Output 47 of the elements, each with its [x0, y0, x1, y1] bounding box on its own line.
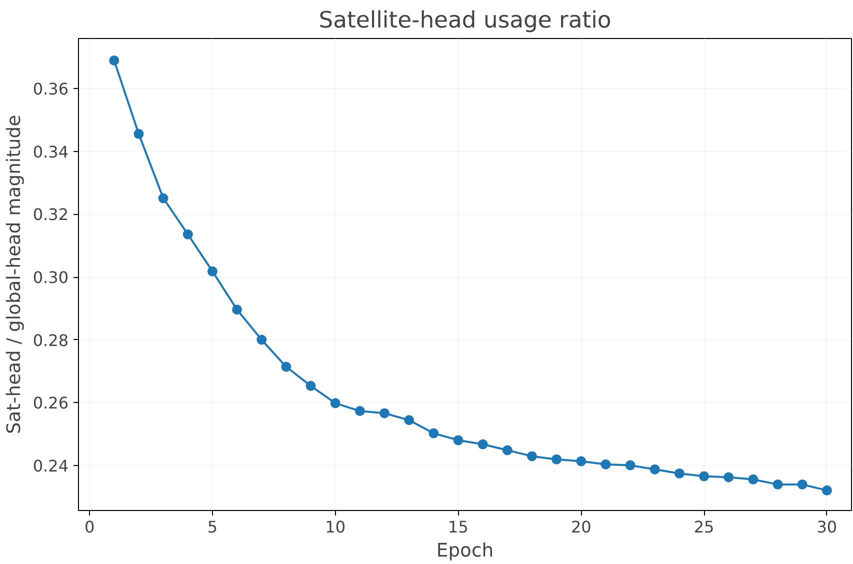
point — [526, 451, 537, 462]
x-tick-label: 25 — [694, 518, 714, 536]
point — [552, 454, 562, 464]
y-tick-label: 0.36 — [32, 80, 68, 99]
point — [281, 362, 292, 372]
point — [600, 459, 611, 470]
point — [502, 445, 512, 456]
point — [650, 464, 660, 474]
x-tick-label: 30 — [816, 518, 838, 536]
point — [134, 128, 144, 139]
point — [330, 398, 340, 408]
x-axis-title: Epoch — [436, 540, 494, 562]
point — [822, 485, 832, 496]
x-tick-label: 0 — [84, 518, 95, 536]
point — [182, 229, 193, 240]
point — [453, 435, 464, 446]
point — [232, 304, 242, 315]
y-tick-label: 0.26 — [32, 394, 68, 413]
point — [109, 55, 120, 66]
point — [478, 439, 488, 450]
chart-title: Satellite-head usage ratio — [318, 8, 612, 34]
point — [674, 468, 684, 478]
point — [576, 456, 586, 466]
y-tick-label: 0.24 — [32, 456, 68, 476]
point — [256, 334, 267, 345]
x-tick-label: 5 — [207, 518, 218, 536]
x-tick-label: 20 — [570, 518, 592, 536]
point — [748, 474, 758, 484]
point — [354, 406, 365, 416]
point — [724, 472, 734, 482]
point — [772, 479, 783, 490]
y-tick-label: 0.32 — [32, 205, 68, 224]
point — [306, 380, 316, 391]
point — [428, 428, 439, 438]
point — [404, 415, 414, 426]
point — [699, 471, 710, 482]
x-tick-label: 15 — [448, 518, 468, 536]
point — [158, 193, 168, 204]
point — [380, 408, 390, 418]
y-tick-label: 0.30 — [32, 268, 68, 288]
y-tick-label: 0.28 — [32, 330, 68, 350]
point — [797, 479, 808, 490]
point — [207, 266, 218, 276]
point — [625, 460, 636, 470]
y-axis-title: Sat-head / global-head magnitude — [4, 114, 25, 434]
x-tick-label: 10 — [325, 518, 346, 536]
y-tick-label: 0.34 — [32, 142, 68, 162]
